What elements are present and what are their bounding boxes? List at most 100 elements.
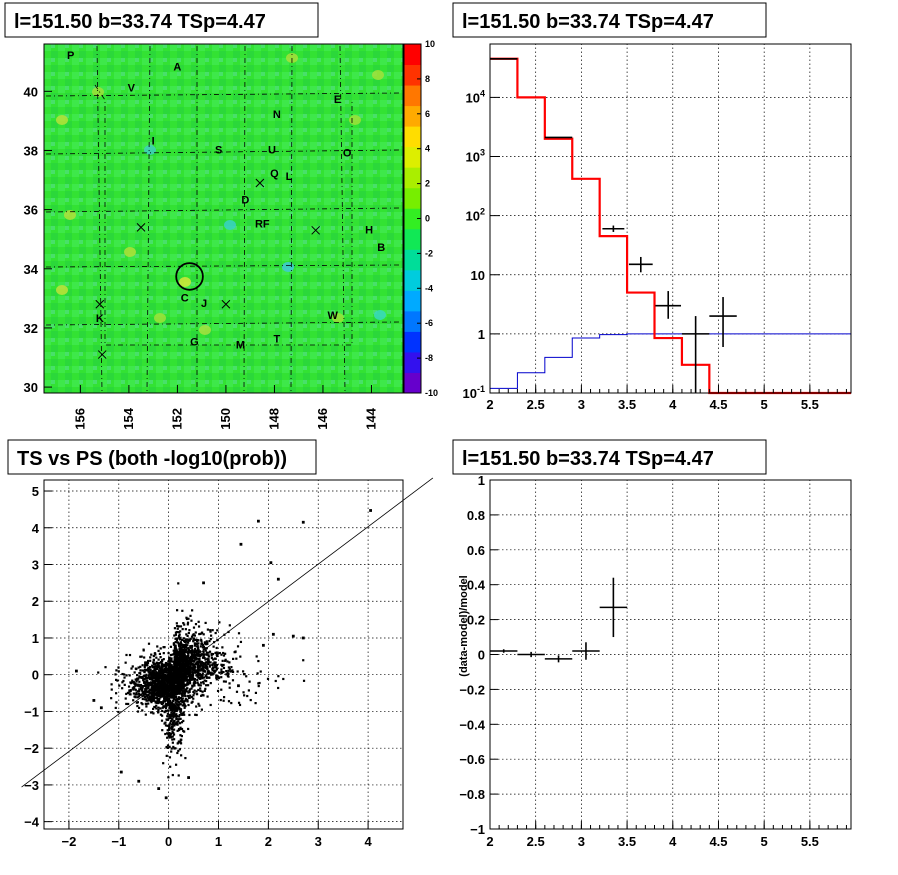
scatter-point — [170, 747, 173, 750]
scatter-point — [167, 717, 170, 720]
scatter-point — [110, 688, 113, 691]
scatter-point — [165, 718, 168, 721]
scatter-point — [134, 693, 137, 696]
scatter-point — [173, 682, 176, 685]
scatter-point — [205, 643, 208, 646]
scatter-point — [161, 709, 164, 713]
x-tick-label: 156 — [72, 408, 87, 430]
scatter-point — [171, 707, 174, 711]
scatter-point — [199, 662, 203, 665]
scatter-point — [204, 649, 207, 652]
scatter-point — [172, 699, 175, 703]
colorbar-tick-label: -10 — [425, 388, 438, 398]
scatter-point — [129, 681, 132, 684]
scatter-point — [201, 656, 205, 659]
scatter-point — [176, 677, 179, 680]
scatter-point — [160, 668, 163, 671]
scatter-point — [165, 705, 168, 708]
scatter-point — [146, 699, 149, 702]
scatter-point — [181, 675, 184, 678]
scatter-point — [182, 652, 185, 655]
scatter-point — [222, 680, 226, 683]
scatter-point — [200, 708, 204, 711]
scatter-point — [185, 668, 189, 671]
scatter-point — [149, 668, 152, 671]
scatter-point — [145, 673, 148, 676]
scatter-point — [169, 765, 172, 768]
scatter-point — [189, 678, 192, 682]
y-tick-label: 0.2 — [467, 613, 485, 628]
y-tick-label: 104 — [466, 88, 485, 105]
scatter-point — [178, 670, 181, 673]
scatter-point — [179, 708, 183, 711]
scatter-point — [203, 689, 206, 692]
scatter-point — [193, 634, 196, 637]
scatter-point — [121, 672, 124, 676]
scatter-point — [177, 659, 180, 663]
scatter-point — [124, 697, 127, 700]
scatter-point — [174, 661, 177, 664]
colorbar-tick-label: -6 — [425, 318, 433, 328]
scatter-point — [180, 734, 183, 738]
scatter-point — [231, 670, 235, 674]
scatter-point — [152, 698, 155, 701]
scatter-point — [197, 664, 200, 667]
scatter-point — [198, 664, 202, 667]
scatter-point — [175, 609, 179, 612]
residual-axes: 2 2.5 3 3.5 4 4.5 5 5.5 1 0.8 0.6 0.4 0.2 0 −0.2 −0.4 −0… — [459, 473, 847, 849]
scatter-point — [161, 714, 164, 717]
scatter-point — [165, 695, 169, 698]
scatter-point — [161, 685, 164, 688]
scatter-point — [139, 669, 142, 672]
x-tick-label: 5.5 — [801, 834, 819, 849]
scatter-point — [178, 708, 181, 711]
scatter-point — [147, 674, 150, 678]
scatter-point — [211, 663, 214, 667]
scatter-point — [169, 687, 172, 691]
scatter-point — [155, 656, 158, 659]
scatter-point — [157, 701, 160, 704]
x-tick-label: 3.5 — [618, 397, 636, 412]
scatter-point — [198, 653, 201, 657]
scatter-point — [222, 696, 226, 699]
scatter-point — [166, 724, 169, 727]
map-title: l=151.50 b=33.74 TSp=4.47 — [14, 11, 266, 33]
scatter-point — [157, 699, 161, 702]
scatter-point — [169, 722, 172, 725]
scatter-point — [204, 662, 207, 665]
scatter-point — [122, 679, 125, 683]
scatter-point — [199, 677, 202, 680]
scatter-point — [247, 689, 250, 692]
source-label: A — [173, 62, 181, 74]
scatter-point — [126, 691, 130, 695]
y-tick-label: −4 — [24, 815, 40, 830]
scatter-point — [205, 673, 208, 676]
scatter-point — [179, 700, 182, 703]
scatter-point — [176, 674, 180, 677]
colorbar-band — [404, 290, 421, 312]
x-tick-label: 152 — [169, 408, 184, 430]
source-label: T — [273, 334, 280, 346]
scatter-point — [192, 664, 196, 667]
scatter-point — [151, 664, 154, 667]
scatter-frame — [43, 479, 404, 830]
scatter-point — [255, 655, 258, 658]
scatter-point — [176, 698, 179, 701]
scatter-point — [175, 666, 178, 669]
scatter-point — [173, 647, 176, 650]
scatter-point — [128, 674, 131, 677]
scatter-point — [186, 621, 190, 624]
scatter-point — [170, 659, 173, 662]
scatter-point — [237, 632, 241, 635]
scatter-point — [191, 670, 194, 674]
scatter-point — [176, 624, 179, 628]
outlier-point — [119, 770, 123, 774]
scatter-point — [168, 679, 171, 682]
scatter-point — [184, 698, 187, 701]
residual-ylabel: (data-model)/model — [458, 575, 470, 676]
scatter-point — [183, 706, 186, 709]
scatter-point — [152, 661, 155, 664]
scatter-point — [164, 684, 167, 687]
scatter-point — [218, 651, 221, 655]
